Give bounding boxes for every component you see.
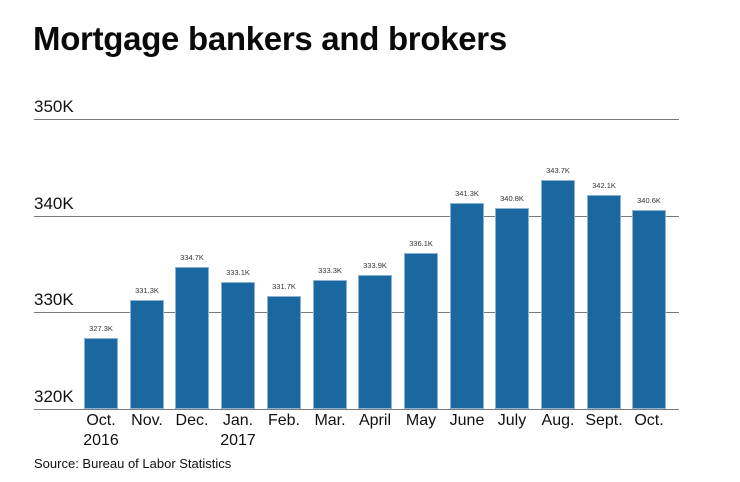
x-axis-tick-label: Feb.	[254, 411, 314, 431]
gridline	[34, 312, 679, 313]
bar	[313, 280, 347, 409]
bar-value-label: 342.1K	[592, 181, 616, 190]
y-axis-tick-label: 330K	[34, 290, 74, 309]
x-axis-tick-label: Nov.	[117, 411, 177, 431]
x-axis-tick-label: April	[345, 411, 405, 431]
x-tick-month: July	[497, 412, 527, 429]
x-tick-month: Jan.	[222, 412, 254, 429]
x-axis-tick-label: Oct.	[619, 411, 679, 431]
bar-value-label: 333.9K	[363, 261, 387, 270]
x-axis-tick-label: Oct. 2016	[71, 411, 131, 451]
bar	[84, 338, 118, 409]
x-tick-month: Feb.	[267, 412, 300, 429]
x-tick-year: 2016	[83, 432, 119, 449]
x-axis-tick-label: Aug.	[528, 411, 588, 431]
bar	[450, 203, 484, 409]
x-tick-month: May	[405, 412, 437, 429]
source-note: Source: Bureau of Labor Statistics	[34, 456, 232, 471]
x-tick-month: Mar.	[314, 412, 346, 429]
y-axis-tick-label: 340K	[34, 194, 74, 213]
bar-value-label: 333.1K	[226, 268, 250, 277]
x-tick-year: 2017	[220, 432, 256, 449]
x-tick-month: Oct.	[86, 412, 116, 429]
bar-value-label: 341.3K	[455, 189, 479, 198]
bar	[267, 296, 301, 409]
chart-title: Mortgage bankers and brokers	[33, 20, 507, 57]
gridline	[34, 119, 679, 120]
bar	[541, 180, 575, 409]
x-axis-tick-label: July	[482, 411, 542, 431]
bar-value-label: 327.3K	[89, 324, 113, 333]
x-axis-tick-label: Jan. 2017	[208, 411, 268, 451]
bar-value-label: 333.3K	[318, 266, 342, 275]
bar	[495, 208, 529, 409]
bar-value-label: 343.7K	[546, 166, 570, 175]
x-tick-month: Dec.	[175, 412, 209, 429]
x-tick-month: Nov.	[131, 412, 163, 429]
x-tick-month: Oct.	[634, 412, 664, 429]
bar-value-label: 334.7K	[180, 253, 204, 262]
bar	[175, 267, 209, 409]
x-tick-month: April	[358, 412, 391, 429]
x-axis-tick-label: May	[391, 411, 451, 431]
y-axis-tick-label: 350K	[34, 97, 74, 116]
bar-value-label: 340.8K	[500, 194, 524, 203]
bar-value-label: 340.6K	[637, 196, 661, 205]
y-axis-tick-label: 320K	[34, 387, 74, 406]
bar	[587, 195, 621, 409]
x-axis-tick-label: Sept.	[574, 411, 634, 431]
bar	[632, 210, 666, 409]
bar	[404, 253, 438, 409]
bar-value-label: 331.3K	[135, 286, 159, 295]
x-axis-tick-label: June	[437, 411, 497, 431]
x-tick-month: June	[449, 412, 485, 429]
x-axis-tick-label: Dec.	[162, 411, 222, 431]
bar-value-label: 331.7K	[272, 282, 296, 291]
gridline	[34, 409, 679, 410]
gridline	[34, 216, 679, 217]
bar-value-label: 336.1K	[409, 239, 433, 248]
bar	[358, 275, 392, 409]
bar	[130, 300, 164, 409]
x-tick-month: Aug.	[541, 412, 575, 429]
bar	[221, 282, 255, 409]
x-axis-tick-label: Mar.	[300, 411, 360, 431]
x-tick-month: Sept.	[585, 412, 623, 429]
